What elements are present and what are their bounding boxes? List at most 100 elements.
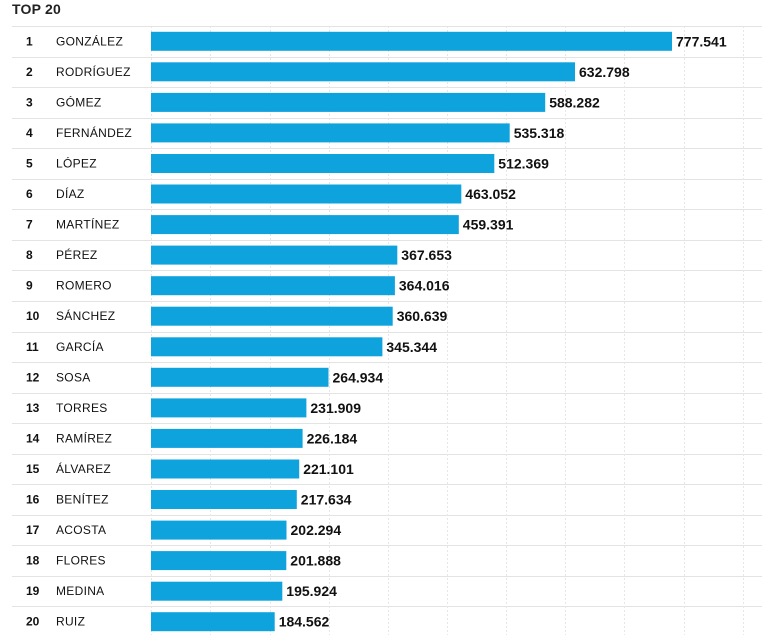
row-rank: 19 [26,584,40,598]
chart-row: 1 GONZÁLEZ 777.541 [26,31,727,51]
row-rank: 16 [26,493,40,507]
bar-value-label: 535.318 [514,125,565,141]
bar-value-label: 632.798 [579,64,630,80]
bar-value-label: 512.369 [498,155,549,171]
bar-value-label: 588.282 [549,94,600,110]
bar-value-label: 195.924 [286,583,337,599]
bar-value-label: 264.934 [333,369,384,385]
chart-row: 6 DÍAZ 463.052 [26,184,516,204]
row-rank: 3 [26,95,33,109]
bar [151,367,329,387]
chart-row: 19 MEDINA 195.924 [26,581,337,601]
row-name: ROMERO [56,279,112,293]
chart-row: 7 MARTÍNEZ 459.391 [26,215,514,235]
chart-row: 13 TORRES 231.909 [26,398,361,418]
bar-value-label: 226.184 [307,430,358,446]
row-name: MEDINA [56,584,104,598]
row-rank: 7 [26,218,33,232]
chart-row: 4 FERNÁNDEZ 535.318 [26,123,565,143]
row-rank: 11 [26,340,39,354]
row-name: ÁLVAREZ [56,461,111,476]
row-rank: 14 [26,431,40,445]
row-name: ACOSTA [56,523,106,537]
row-name: GONZÁLEZ [56,33,123,48]
row-name: FERNÁNDEZ [56,125,132,140]
bar [151,276,395,296]
row-name: MARTÍNEZ [56,217,120,232]
row-rank: 10 [26,309,40,323]
chart-row: 16 BENÍTEZ 217.634 [26,490,352,509]
bar [151,551,287,571]
chart-row: 18 FLORES 201.888 [26,551,341,571]
bar-value-label: 231.909 [310,400,361,416]
row-rank: 20 [26,615,40,629]
row-rank: 18 [26,554,40,568]
bar [151,245,398,265]
chart-row: 3 GÓMEZ 588.282 [26,92,600,112]
row-name: SOSA [56,370,91,384]
row-rank: 2 [26,65,33,79]
row-name: GARCÍA [56,339,104,354]
row-name: PÉREZ [56,247,98,262]
bar-value-label: 345.344 [386,339,437,355]
row-rank: 4 [26,126,33,140]
bar-value-label: 202.294 [291,522,342,538]
bar [151,490,297,509]
chart-row: 8 PÉREZ 367.653 [26,245,452,265]
bar [151,184,462,204]
bar-value-label: 360.639 [397,308,448,324]
bar-value-label: 777.541 [676,33,727,49]
bar-value-label: 367.653 [401,247,452,263]
bar [151,337,383,357]
chart-title: TOP 20 [12,1,61,17]
bar [151,428,303,448]
bar [151,92,546,112]
chart-row: 9 ROMERO 364.016 [26,276,450,296]
row-name: FLORES [56,554,106,568]
bar [151,215,459,235]
bar [151,612,275,632]
bar-value-label: 221.101 [303,461,354,477]
row-rank: 9 [26,279,33,293]
bar [151,581,283,601]
row-rank: 8 [26,248,33,262]
bar [151,62,575,82]
row-name: LÓPEZ [56,155,97,170]
chart-row: 14 RAMÍREZ 226.184 [26,428,358,448]
chart-rows: 1 GONZÁLEZ 777.541 2 RODRÍGUEZ 632.798 3 GÓMEZ 5… [26,31,727,632]
row-name: DÍAZ [56,186,85,201]
row-name: GÓMEZ [56,94,102,109]
bar [151,306,393,326]
bar-value-label: 463.052 [465,186,516,202]
bar [151,31,672,51]
bar [151,398,307,418]
bar-value-label: 364.016 [399,278,450,294]
bar [151,154,495,173]
row-rank: 6 [26,187,33,201]
row-name: SÁNCHEZ [56,308,115,323]
row-rank: 13 [26,401,40,415]
row-rank: 12 [26,370,40,384]
bar [151,520,287,540]
chart-row: 5 LÓPEZ 512.369 [26,154,549,173]
bar [151,459,300,479]
chart-row: 17 ACOSTA 202.294 [26,520,342,540]
row-rank: 15 [26,462,40,476]
bar-value-label: 217.634 [301,492,352,508]
bar [151,123,510,143]
row-rank: 1 [26,34,33,48]
row-rank: 5 [26,156,33,170]
chart-row: 15 ÁLVAREZ 221.101 [26,459,354,479]
chart-row: 11 GARCÍA 345.344 [26,337,437,357]
row-name: RODRÍGUEZ [56,64,131,79]
bar-value-label: 459.391 [463,217,514,233]
chart-row: 12 SOSA 264.934 [26,367,384,387]
bar-value-label: 201.888 [290,553,341,569]
row-name: BENÍTEZ [56,492,109,507]
row-name: TORRES [56,401,108,415]
row-name: RUIZ [56,615,85,629]
bar-value-label: 184.562 [279,614,330,630]
row-name: RAMÍREZ [56,430,112,445]
chart-row: 10 SÁNCHEZ 360.639 [26,306,448,326]
